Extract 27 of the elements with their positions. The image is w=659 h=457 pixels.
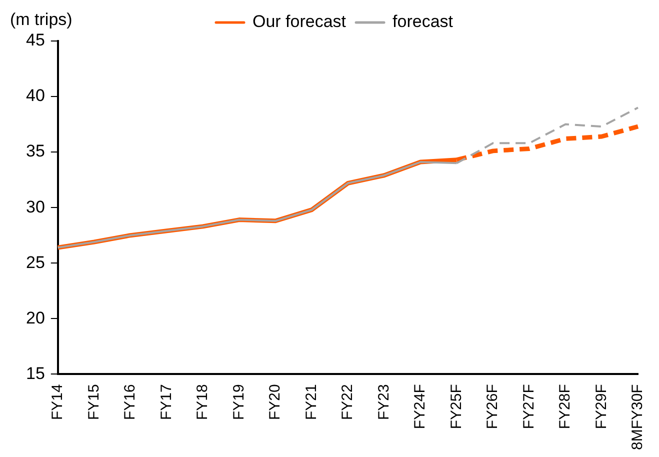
y-tick-label: 45 [26,30,45,50]
y-tick-label: 30 [26,197,45,216]
y-tick-label: 40 [26,86,45,106]
x-tick-label: 8MFY30F [629,384,646,450]
x-tick-label: FY26F [484,384,502,430]
x-tick-label: FY25F [448,384,465,430]
y-tick-label: 20 [26,308,45,328]
x-tick-label: FY19 [230,384,248,420]
x-tick-label: FY17 [158,384,175,420]
y-tick-label: 35 [26,142,45,161]
x-tick-label: FY20 [266,384,284,420]
x-tick-label: FY16 [122,384,139,420]
x-tick-label: FY18 [194,384,212,420]
x-tick-label: FY27F [520,384,538,430]
x-tick-label: FY22 [339,384,356,420]
x-tick-label: FY28F [556,384,574,430]
y-tick-label: 15 [26,364,45,383]
y-tick-label: 25 [26,252,45,272]
legend-label: Our forecast [252,12,346,32]
y-axis-title: (m trips) [10,10,72,30]
legend-label: forecast [392,12,454,32]
x-tick-label: FY21 [302,384,320,420]
x-tick-label: FY14 [49,384,66,420]
x-tick-label: FY24F [412,384,429,430]
x-tick-label: FY29F [592,384,610,430]
x-tick-label: FY15 [85,384,102,420]
x-tick-label: FY23 [375,384,392,420]
